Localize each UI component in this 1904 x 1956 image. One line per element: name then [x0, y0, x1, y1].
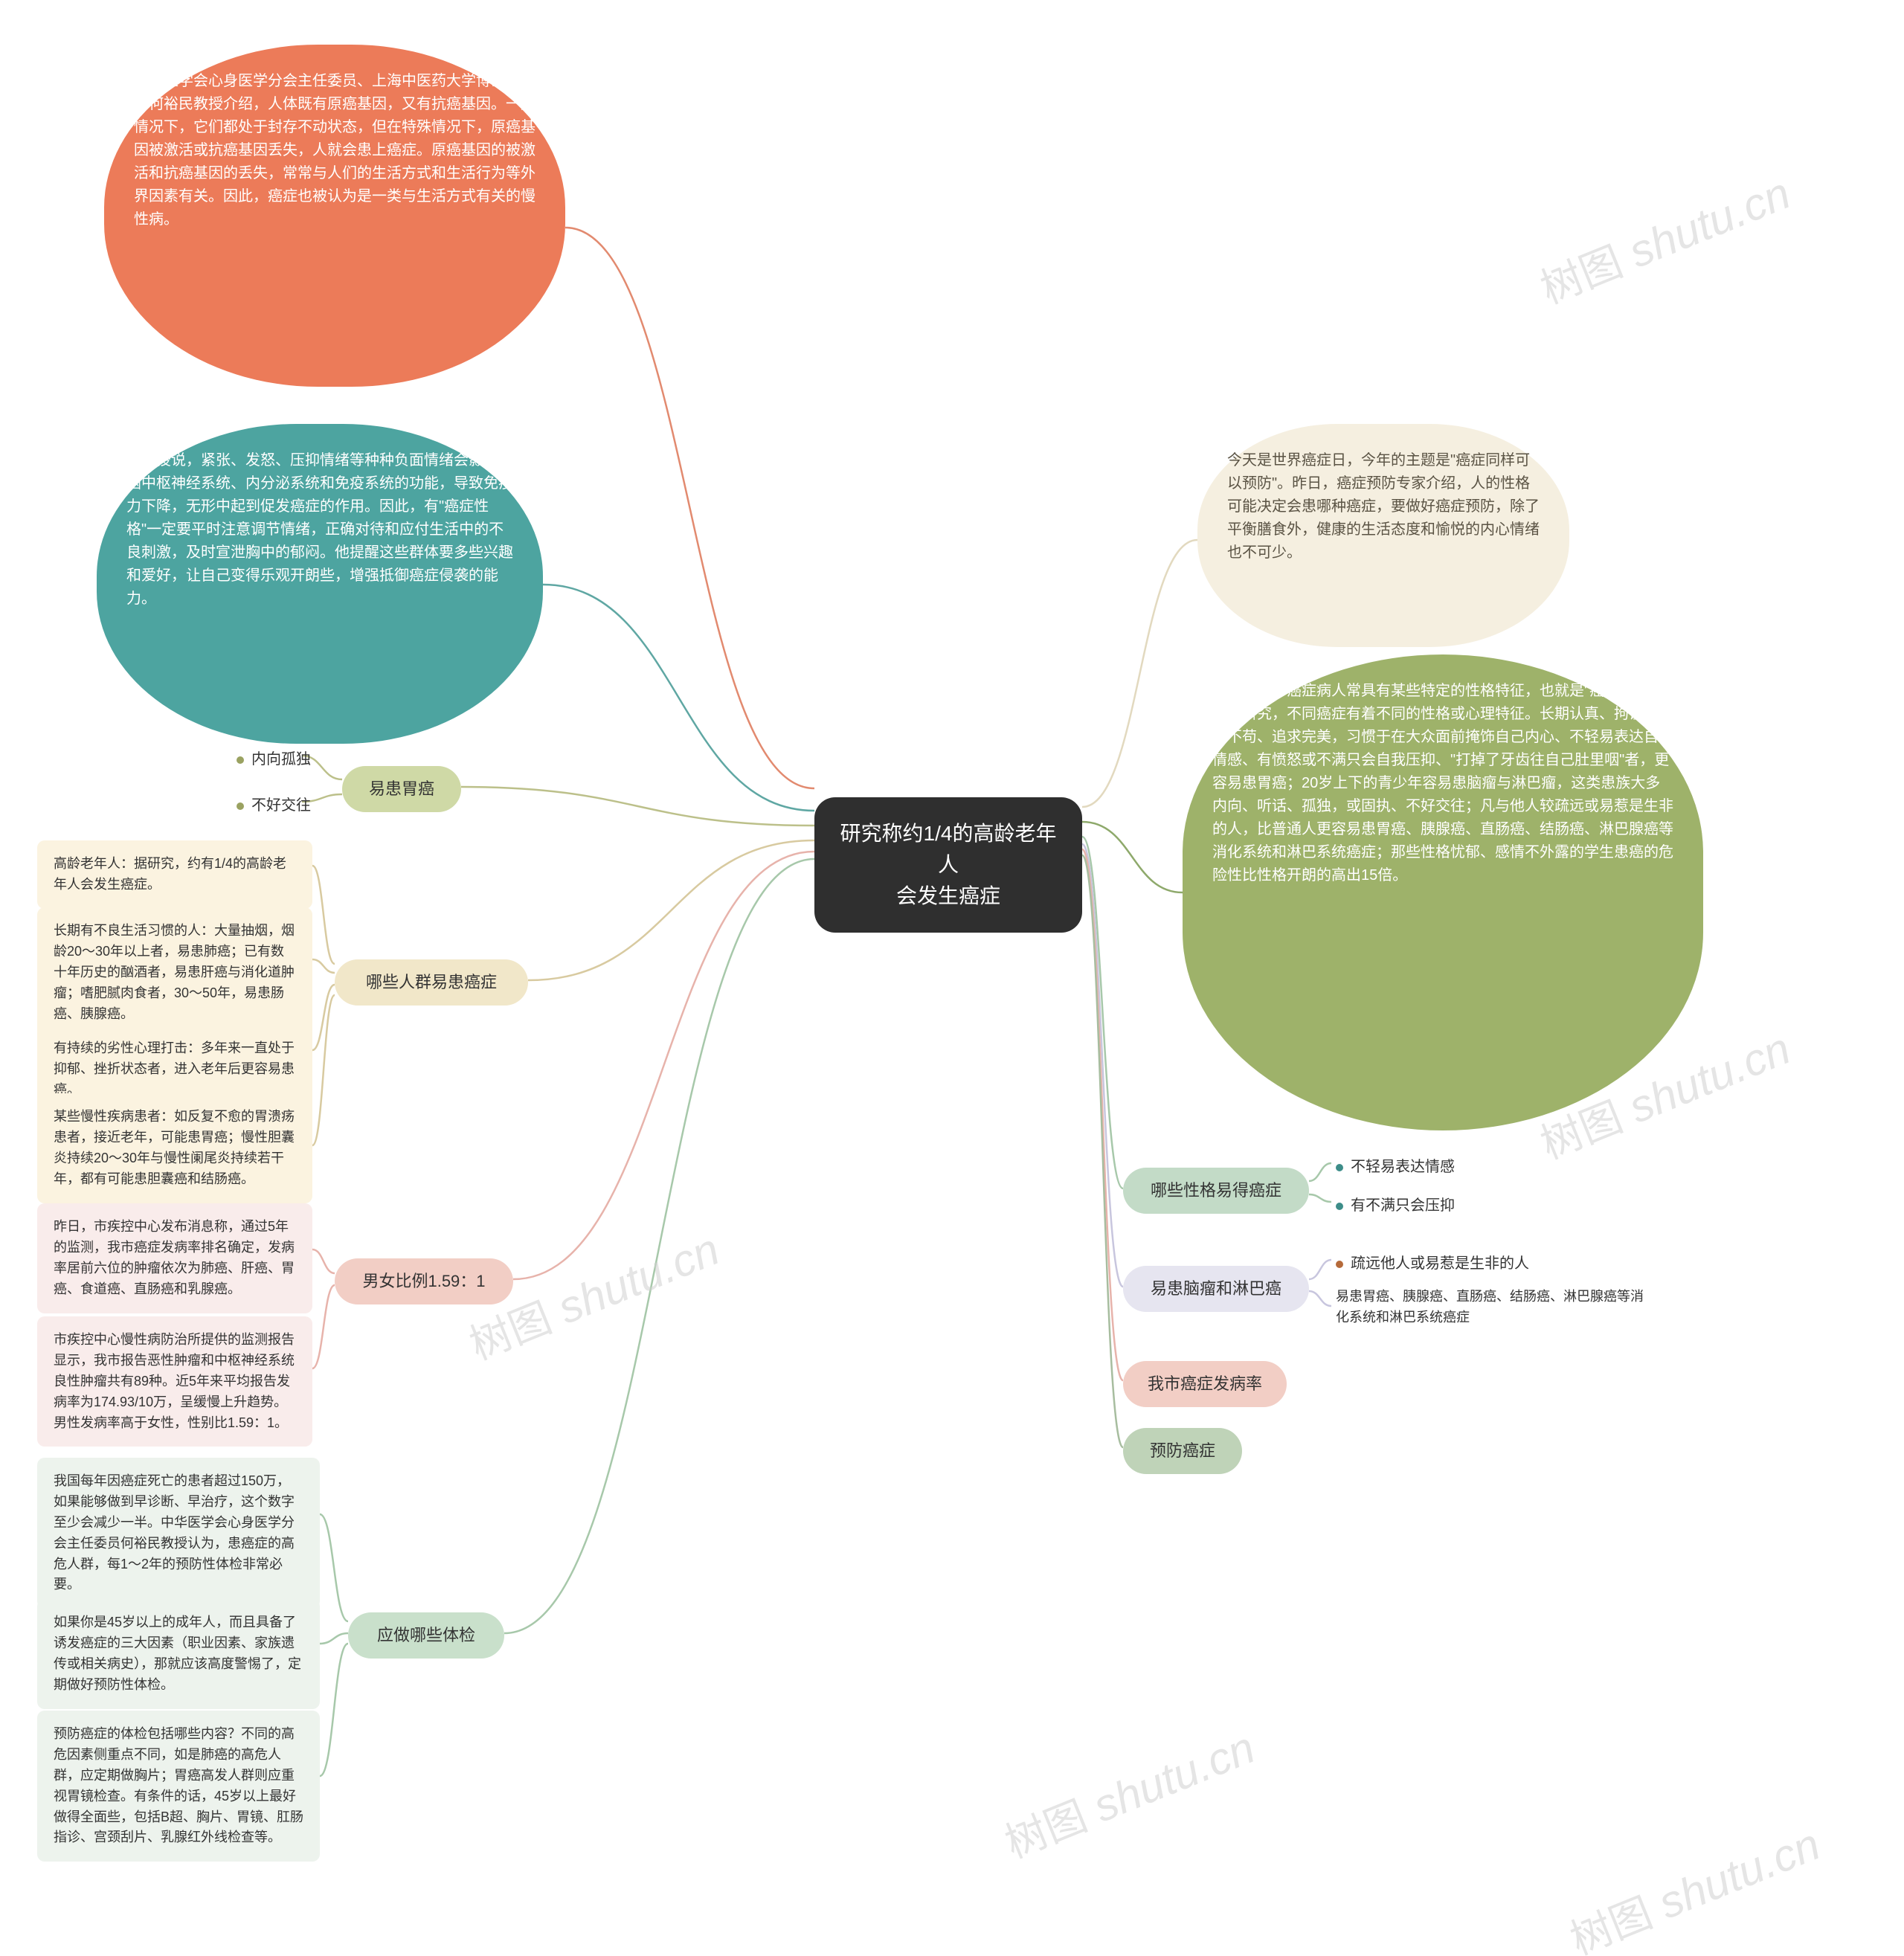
- pill-prevent: 预防癌症: [1123, 1428, 1242, 1474]
- leaf-ratio-b: 市疾控中心慢性病防治所提供的监测报告显示，我市报告恶性肿瘤和中枢神经系统良性肿瘤…: [37, 1316, 312, 1447]
- pill-ratio: 男女比例1.59：1: [335, 1258, 513, 1304]
- blob-emotion: 何教授说，紧张、发怒、压抑情绪等种种负面情绪会影响大脑中枢神经系统、内分泌系统和…: [97, 424, 543, 744]
- pill-who-gets-cancer: 哪些人群易患癌症: [335, 959, 528, 1006]
- leaf-check-c: 预防癌症的体检包括哪些内容？不同的高危因素侧重点不同，如是肺癌的高危人群，应定期…: [37, 1711, 320, 1862]
- leaf-who-b: 长期有不良生活习惯的人：大量抽烟，烟龄20～30年以上者，易患肺癌；已有数十年历…: [37, 907, 312, 1037]
- leaf-who-d: 某些慢性疾病患者：如反复不愈的胃溃疡患者，接近老年，可能患胃癌；慢性胆囊炎持续2…: [37, 1093, 312, 1203]
- pill-checkups: 应做哪些体检: [348, 1612, 504, 1659]
- leaf-check-b: 如果你是45岁以上的成年人，而且具备了诱发癌症的三大因素（职业因素、家族遗传或相…: [37, 1599, 320, 1709]
- pill-brain-lymph: 易患脑瘤和淋巴癌: [1123, 1266, 1309, 1312]
- leaf-introvert: 内向孤独: [232, 744, 314, 776]
- leaf-ratio-a: 昨日，市疾控中心发布消息称，通过5年的监测，我市癌症发病率排名确定，发病率居前六…: [37, 1203, 312, 1313]
- blob-cancer-personality: 何教授说，癌症病人常具有某些特定的性格特征，也就是"癌症性格"。根据研究，不同癌…: [1183, 654, 1703, 1130]
- blob-oncogene: 中华医学会心身医学分会主任委员、上海中医药大学博士生导师何裕民教授介绍，人体既有…: [104, 45, 565, 387]
- center-node: 研究称约1/4的高龄老年人 会发生癌症: [814, 797, 1082, 933]
- leaf-brain-b: 易患胃癌、胰腺癌、直肠癌、结肠癌、淋巴腺癌等消化系统和淋巴系统癌症: [1331, 1284, 1659, 1331]
- pill-which-personality: 哪些性格易得癌症: [1123, 1168, 1309, 1214]
- leaf-brain-a: 疏远他人或易惹是生非的人: [1331, 1248, 1532, 1280]
- blob-world-cancer-day: 今天是世界癌症日，今年的主题是"癌症同样可以预防"。昨日，癌症预防专家介绍，人的…: [1197, 424, 1569, 647]
- pill-stomach-cancer: 易患胃癌: [342, 766, 461, 812]
- leaf-not-social: 不好交往: [232, 790, 314, 822]
- leaf-which-a: 不轻易表达情感: [1331, 1151, 1458, 1183]
- leaf-check-a: 我国每年因癌症死亡的患者超过150万，如果能够做到早诊断、早治疗，这个数字至少会…: [37, 1458, 320, 1609]
- leaf-who-a: 高龄老年人：据研究，约有1/4的高龄老年人会发生癌症。: [37, 840, 312, 909]
- pill-city-rate: 我市癌症发病率: [1123, 1361, 1287, 1407]
- leaf-which-b: 有不满只会压抑: [1331, 1190, 1458, 1222]
- mindmap-stage: 研究称约1/4的高龄老年人 会发生癌症 中华医学会心身医学分会主任委员、上海中医…: [0, 0, 1904, 1956]
